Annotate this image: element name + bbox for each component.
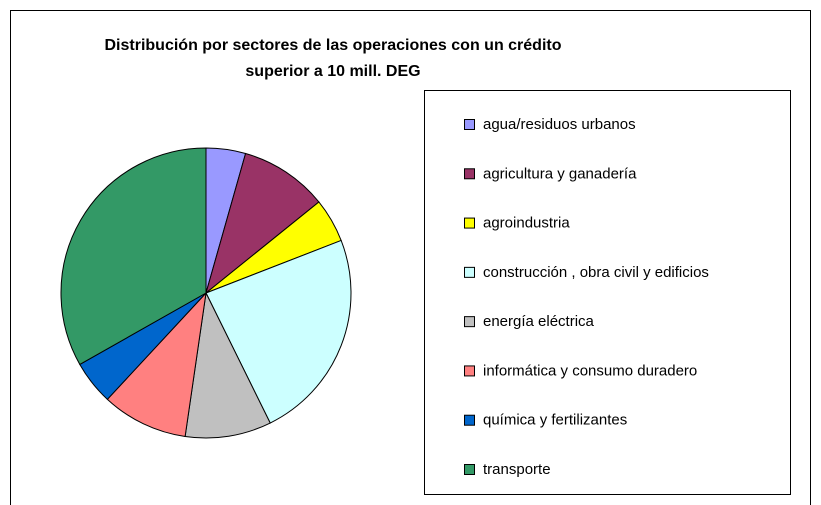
pie-slice [205, 239, 352, 424]
legend-label: energía eléctrica [483, 313, 595, 330]
legend-label: construcción , obra civil y edificios [483, 264, 709, 281]
pie-slice [60, 147, 207, 366]
legend-swatch [464, 266, 475, 278]
legend-swatch [464, 316, 475, 328]
legend-swatch [464, 168, 475, 180]
pie-slice [184, 291, 271, 439]
pie-slice [205, 152, 320, 295]
legend-label: transporte [483, 461, 551, 478]
legend-box [424, 90, 791, 495]
chart-title: Distribución por sectores de las operaci… [105, 37, 562, 54]
legend-swatch [464, 217, 475, 229]
legend-swatch [464, 464, 475, 475]
chart-border [10, 10, 811, 505]
legend-swatch [464, 365, 475, 377]
chart-title: superior a 10 mill. DEG [245, 63, 420, 80]
legend-label: informática y consumo duradero [483, 362, 697, 379]
legend-swatch [464, 119, 475, 130]
pie-slice [106, 291, 207, 438]
legend-label: agua/residuos urbanos [483, 116, 636, 133]
legend-label: agricultura y ganadería [483, 165, 637, 182]
legend-label: química y fertilizantes [483, 412, 627, 429]
legend-label: agroindustria [483, 215, 570, 232]
legend-swatch [464, 414, 475, 426]
